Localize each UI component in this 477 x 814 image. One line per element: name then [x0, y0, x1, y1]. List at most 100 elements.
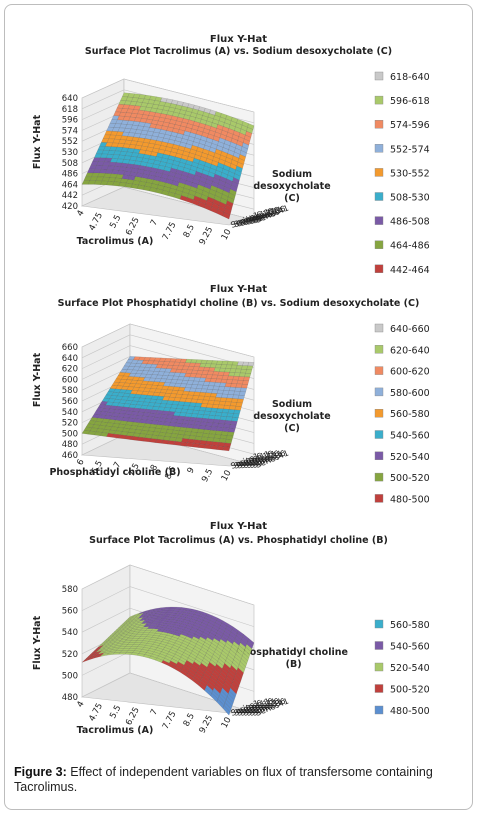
surface-cell	[245, 369, 253, 374]
legend-swatch	[374, 472, 384, 482]
z-tick-label: 464	[62, 180, 78, 190]
surface-chart-1: Flux Y-Hat Surface Plot Tacrolimus (A) vs…	[32, 34, 430, 276]
x-axis-label: Tacrolimus (A)	[77, 725, 154, 736]
legend: 560-580 540-560 520-540 500-520 480-500	[374, 619, 430, 717]
z-tick-label: 580	[62, 585, 78, 595]
y-axis-label: Flux Y-Hat	[32, 615, 43, 670]
surface-cell	[242, 138, 251, 146]
z-tick-label: 520	[62, 650, 78, 660]
surface-chart-3: Flux Y-Hat Surface Plot Tacrolimus (A) vs…	[32, 521, 430, 736]
legend-swatch	[374, 71, 384, 81]
x-tick-label: 4.75	[87, 211, 105, 232]
legend-label: 500-520	[390, 685, 430, 696]
caption-text: Effect of independent variables on flux …	[14, 765, 433, 794]
surface-cell	[237, 395, 245, 400]
z-tick-label: 460	[62, 451, 78, 461]
x-tick-label: 6	[75, 458, 86, 467]
surface-cell	[235, 402, 243, 407]
z-tick-label: 600	[62, 375, 78, 385]
x-tick-label: 8.5	[182, 712, 197, 729]
z-tick-label: 660	[62, 343, 78, 353]
z-tick-label: 520	[62, 419, 78, 429]
legend-swatch	[374, 119, 384, 129]
z-tick-label: 552	[62, 137, 78, 147]
legend-label: 442-464	[390, 265, 430, 276]
legend-label: 640-660	[390, 324, 430, 335]
legend-swatch	[374, 494, 384, 503]
x-tick-label: 7	[112, 460, 123, 469]
legend-swatch	[374, 240, 384, 249]
legend-label: 560-580	[390, 620, 430, 631]
z-tick-label: 442	[62, 191, 78, 201]
z-tick-label: 500	[62, 671, 78, 681]
legend-label: 540-560	[390, 642, 430, 653]
surface-cell	[232, 413, 240, 418]
surface-cell	[238, 661, 246, 671]
z-tick-label: 620	[62, 365, 78, 375]
x-tick-label: 7.75	[161, 710, 179, 731]
z-tick-label: 574	[62, 126, 78, 136]
surface	[81, 356, 255, 452]
gridline	[81, 334, 255, 369]
y-axis-label: Flux Y-Hat	[32, 114, 43, 169]
surface-cell	[226, 431, 235, 437]
surface-cell	[246, 641, 254, 650]
surface-cell	[230, 185, 238, 193]
legend-swatch	[374, 323, 384, 333]
surface-cell	[242, 380, 250, 385]
x-tick-label: 9	[186, 466, 197, 475]
surface-cell	[246, 365, 254, 370]
surface-cell	[222, 705, 231, 716]
surface-cell	[223, 423, 231, 429]
x-tick-label: 8.5	[182, 223, 197, 240]
legend-label: 464-486	[390, 241, 430, 252]
surface-cell	[225, 696, 234, 707]
x-tick-label: 4.75	[87, 702, 105, 723]
surface-cell	[222, 212, 231, 220]
z-tick-label: 540	[62, 628, 78, 638]
surface-cell	[239, 658, 247, 668]
surface-cell	[233, 409, 241, 415]
legend-swatch	[374, 95, 384, 105]
legend-label: 486-508	[390, 217, 430, 228]
depth-axis-label: Sodium desoxycholate (C)	[253, 399, 330, 434]
legend-swatch	[374, 705, 384, 715]
legend-swatch	[374, 366, 384, 375]
y-axis-label: Flux Y-Hat	[32, 352, 43, 407]
z-tick-label: 486	[62, 170, 78, 180]
x-tick-label: 7	[149, 218, 160, 227]
legend-label: 480-500	[390, 494, 430, 505]
surface-cell	[244, 373, 252, 378]
z-tick-label: 540	[62, 408, 78, 418]
surface-cell	[228, 428, 236, 433]
legend-swatch	[374, 451, 384, 461]
surface-cell	[241, 384, 249, 389]
legend-swatch	[374, 192, 384, 201]
legend-swatch	[374, 387, 384, 397]
legend-label: 620-640	[390, 345, 430, 356]
x-tick-label: 7	[149, 708, 160, 717]
gridline	[81, 78, 255, 113]
legend-label: 600-620	[390, 367, 430, 378]
x-tick-label: 4	[75, 209, 86, 218]
legend-swatch	[374, 168, 384, 177]
z-tick-label: 618	[62, 105, 78, 115]
x-tick-label: 5.5	[108, 704, 123, 721]
surface-cell	[236, 398, 244, 404]
z-tick-label: 560	[62, 397, 78, 407]
x-axis-label: Phosphatidyl choline (B)	[49, 467, 180, 478]
surface-cell	[210, 445, 219, 450]
z-tick-label: 500	[62, 429, 78, 439]
surface-cell	[228, 690, 236, 701]
chart-subtitle: Surface Plot Tacrolimus (A) vs. Sodium d…	[85, 46, 392, 57]
z-tick-label: 560	[62, 607, 78, 617]
surface-cell	[224, 204, 233, 212]
x-tick-label: 8	[149, 463, 160, 472]
legend-swatch	[374, 619, 384, 629]
x-tick-label: 10	[220, 716, 234, 730]
legend: 618-640 596-618 574-596 552-574 530-552 508-5…	[374, 71, 430, 276]
legend-label: 560-580	[390, 409, 430, 420]
legend-label: 596-618	[390, 96, 430, 107]
legend-swatch	[374, 430, 384, 439]
z-tick-label: 420	[62, 202, 78, 212]
